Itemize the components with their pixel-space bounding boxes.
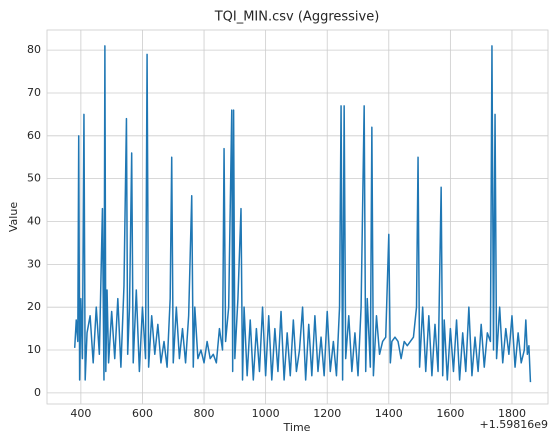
y-tick-label: 70 bbox=[27, 86, 41, 99]
y-tick-label: 0 bbox=[34, 386, 41, 399]
y-tick-label: 50 bbox=[27, 172, 41, 185]
x-tick-label: 1200 bbox=[313, 407, 341, 420]
y-tick-label: 10 bbox=[27, 343, 41, 356]
chart-title: TQI_MIN.csv (Aggressive) bbox=[214, 10, 380, 25]
x-axis-label: Time bbox=[283, 421, 311, 434]
y-tick-label: 80 bbox=[27, 43, 41, 56]
x-tick-label: 400 bbox=[70, 407, 91, 420]
y-tick-label: 30 bbox=[27, 257, 41, 270]
y-tick-label: 60 bbox=[27, 129, 41, 142]
data-line bbox=[73, 45, 532, 383]
plot-frame bbox=[46, 29, 549, 405]
x-tick-label: 800 bbox=[194, 407, 215, 420]
x-tick-label: 1800 bbox=[498, 407, 526, 420]
y-tick-label: 20 bbox=[27, 300, 41, 313]
x-tick-label: 1600 bbox=[436, 407, 464, 420]
x-tick-label: 600 bbox=[132, 407, 153, 420]
y-tick-label: 40 bbox=[27, 214, 41, 227]
y-axis-label: Value bbox=[7, 202, 20, 232]
x-tick-label: 1000 bbox=[252, 407, 280, 420]
x-offset-label: +1.59816e9 bbox=[480, 418, 548, 431]
x-tick-label: 1400 bbox=[375, 407, 403, 420]
